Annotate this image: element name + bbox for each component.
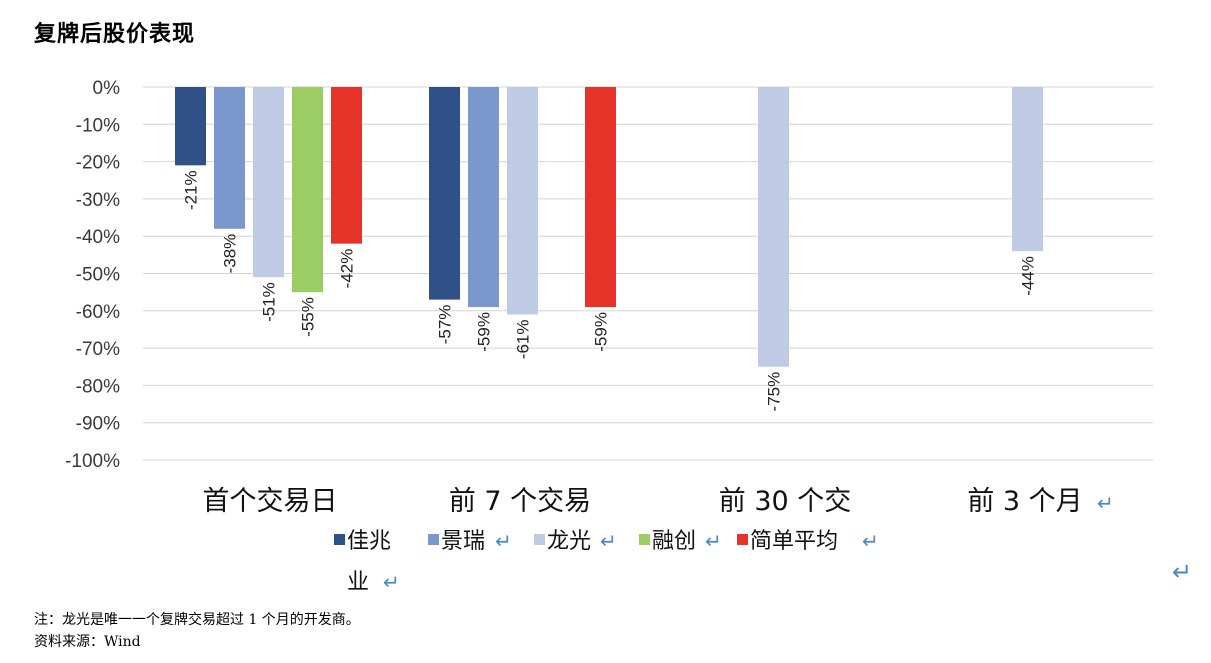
legend-label: 景瑞: [441, 529, 485, 554]
data-label: -57%: [436, 305, 455, 345]
y-tick-label: -100%: [65, 451, 120, 472]
x-category-label: 首个交易日: [203, 486, 338, 517]
data-label: -55%: [299, 297, 318, 337]
bar-佳兆业-0: [175, 87, 206, 166]
footnote: 注：龙光是唯一一个复牌交易超过 1 个月的开发商。: [34, 612, 360, 628]
legend-swatch-简单平均: [737, 534, 748, 545]
return-mark-icon: ↵: [495, 529, 512, 553]
bar-景瑞-1: [468, 87, 499, 308]
bar-简单平均-1: [585, 87, 616, 308]
legend-label: 融创: [652, 529, 696, 554]
y-tick-label: -70%: [76, 339, 120, 360]
bar-佳兆业-1: [429, 87, 460, 300]
data-label: -75%: [765, 372, 784, 412]
y-tick-label: 0%: [93, 78, 121, 99]
x-category-label: 前 30 个交: [719, 486, 852, 517]
y-tick-label: -30%: [76, 190, 120, 211]
bar-简单平均-0: [331, 87, 362, 244]
return-mark-icon: ↵: [600, 529, 617, 553]
return-mark-icon: ↵: [383, 570, 400, 594]
legend-label: 简单平均: [750, 529, 838, 554]
data-label: -38%: [221, 234, 240, 274]
bar-龙光-1: [507, 87, 538, 315]
bar-chart: 0% -10% -20% -30% -40% -50% -60% -70% -80% -90% -1…: [65, 78, 1153, 595]
data-label: -44%: [1019, 256, 1038, 296]
x-category-label: 前 7 个交易: [449, 486, 591, 517]
bar-龙光-3: [1012, 87, 1043, 252]
bar-融创-0: [292, 87, 323, 293]
legend-label: 佳兆: [347, 529, 391, 554]
legend-swatch-龙光: [534, 534, 545, 545]
data-label: -51%: [260, 282, 279, 322]
data-label: -59%: [475, 312, 494, 352]
data-label: -59%: [592, 312, 611, 352]
legend-swatch-佳兆业: [334, 534, 345, 545]
y-tick-label: -20%: [76, 153, 120, 174]
y-tick-label: -80%: [76, 376, 120, 397]
y-tick-label: -10%: [76, 115, 120, 136]
bar-龙光-2: [758, 87, 789, 367]
x-category-label: 前 3 个月: [967, 486, 1082, 517]
source-note: 资料来源：Wind: [34, 634, 141, 650]
legend-label: 业: [347, 570, 369, 595]
legend-swatch-景瑞: [428, 534, 439, 545]
y-tick-label: -90%: [76, 414, 120, 435]
legend-swatch-融创: [639, 534, 650, 545]
y-tick-label: -40%: [76, 227, 120, 248]
return-mark-icon: ↵: [862, 529, 879, 553]
bar-景瑞-0: [214, 87, 245, 229]
data-label: -42%: [338, 249, 357, 289]
legend-label: 龙光: [547, 529, 591, 554]
y-tick-label: -50%: [76, 265, 120, 286]
chart-title: 复牌后股价表现: [34, 21, 196, 47]
return-mark-icon: ↵: [1172, 558, 1193, 586]
bar-龙光-0: [253, 87, 284, 278]
data-label: -61%: [514, 320, 533, 360]
data-label: -21%: [182, 170, 201, 210]
return-mark-icon: ↵: [1097, 491, 1114, 515]
y-tick-label: -60%: [76, 302, 120, 323]
return-mark-icon: ↵: [705, 529, 722, 553]
